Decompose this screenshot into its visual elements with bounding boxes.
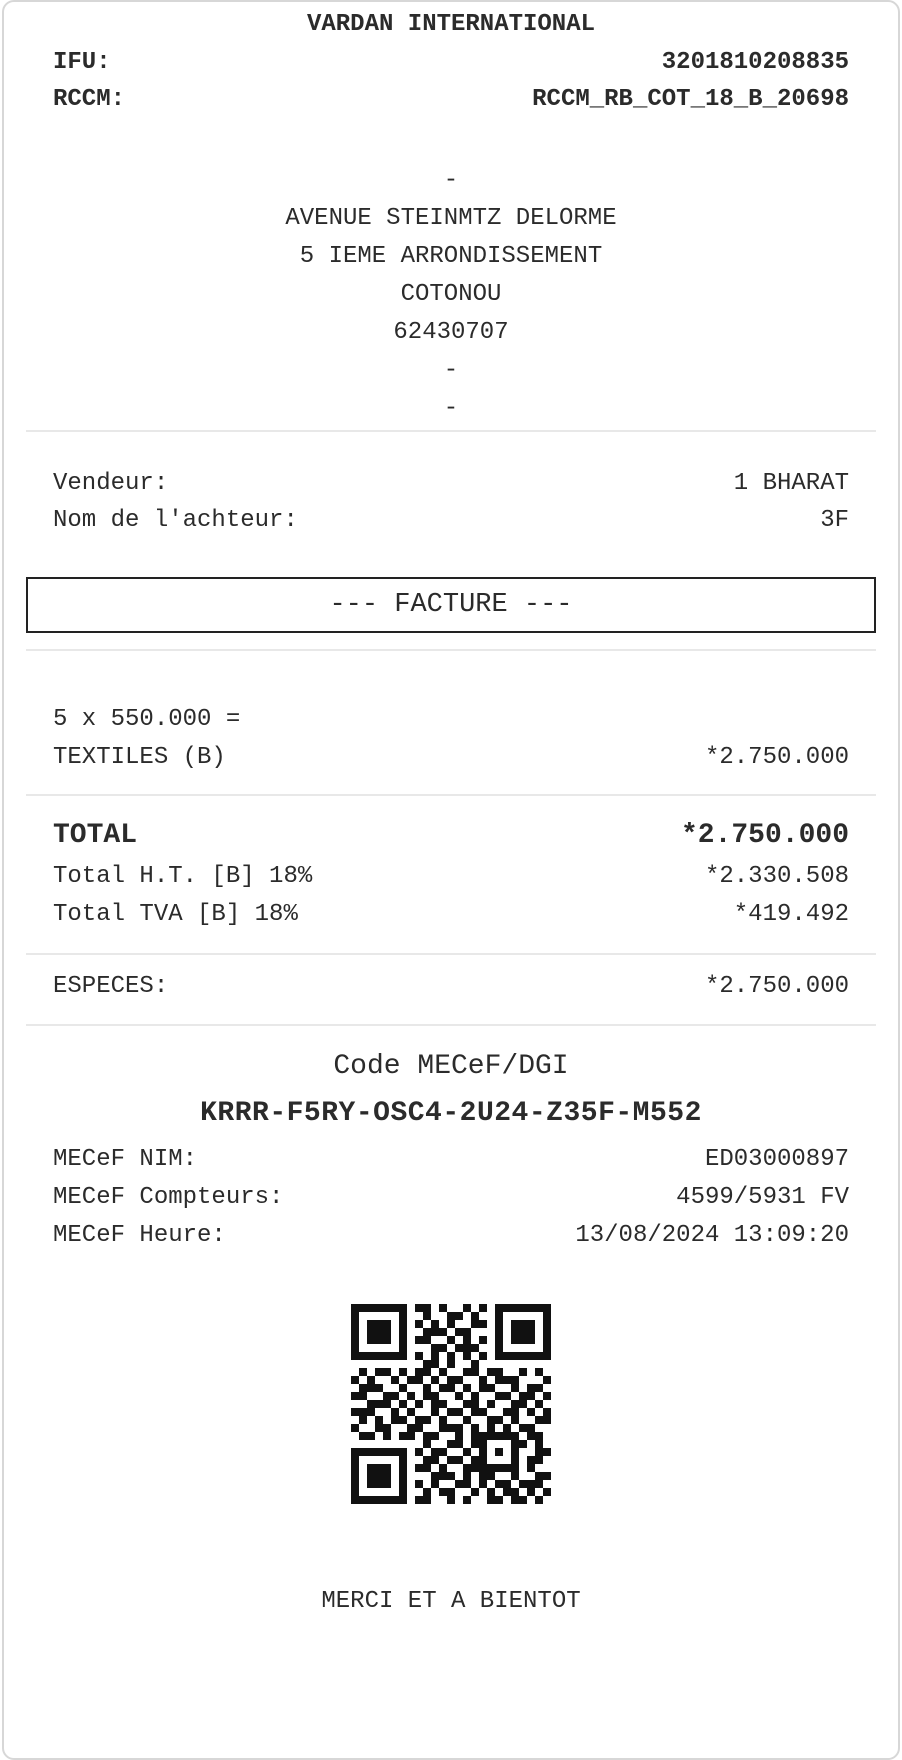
mecef-heure-value: 13/08/2024 13:09:20 xyxy=(575,1222,849,1249)
address-line: COTONOU xyxy=(400,281,502,308)
buyer-row: Nom de l'achteur: 3F xyxy=(53,502,849,539)
rccm-label: RCCM: xyxy=(53,86,126,113)
ifu-row: IFU: 3201810208835 xyxy=(53,44,849,81)
parties-block: Vendeur: 1 BHARAT Nom de l'achteur: 3F xyxy=(53,465,849,539)
divider xyxy=(26,794,876,796)
rccm-value: RCCM_RB_COT_18_B_20698 xyxy=(532,86,849,113)
divider xyxy=(26,430,876,432)
total-tva-row: Total TVA [B] 18% *419.492 xyxy=(53,896,849,934)
total-label: TOTAL xyxy=(53,820,138,851)
mecef-code: KRRR-F5RY-OSC4-2U24-Z35F-M552 xyxy=(200,1098,702,1129)
ifu-label: IFU: xyxy=(53,49,111,76)
facture-banner: --- FACTURE --- xyxy=(26,577,876,633)
item-row: TEXTILES (B) *2.750.000 xyxy=(53,739,849,777)
vendor-row: Vendeur: 1 BHARAT xyxy=(53,465,849,502)
vendor-label: Vendeur: xyxy=(53,470,169,497)
total-tva-value: *419.492 xyxy=(733,901,849,928)
divider xyxy=(26,953,876,955)
total-value: *2.750.000 xyxy=(680,820,849,851)
divider xyxy=(26,1024,876,1026)
address-line: 5 IEME ARRONDISSEMENT xyxy=(299,243,603,270)
address-line: - xyxy=(443,357,459,384)
mecef-title: Code MECeF/DGI xyxy=(333,1051,569,1082)
mecef-heure-label: MECeF Heure: xyxy=(53,1222,226,1249)
address-line: - xyxy=(443,167,459,194)
mecef-nim-value: ED03000897 xyxy=(704,1146,849,1173)
mecef-compteurs-label: MECeF Compteurs: xyxy=(53,1184,284,1211)
address-block: - AVENUE STEINMTZ DELORME 5 IEME ARRONDI… xyxy=(53,162,849,428)
ifu-value: 3201810208835 xyxy=(661,49,849,76)
total-ht-value: *2.330.508 xyxy=(704,863,849,890)
total-tva-label: Total TVA [B] 18% xyxy=(53,901,298,928)
buyer-label: Nom de l'achteur: xyxy=(53,507,298,534)
rccm-row: RCCM: RCCM_RB_COT_18_B_20698 xyxy=(53,81,849,118)
total-ht-label: Total H.T. [B] 18% xyxy=(53,863,313,890)
tax-breakdown: Total H.T. [B] 18% *2.330.508 Total TVA … xyxy=(53,858,849,934)
mecef-nim-label: MECeF NIM: xyxy=(53,1146,198,1173)
items-block: 5 x 550.000 = TEXTILES (B) *2.750.000 xyxy=(53,701,849,777)
mecef-compteurs-value: 4599/5931 FV xyxy=(676,1184,849,1211)
address-line: 62430707 xyxy=(393,319,509,346)
mecef-compteurs-row: MECeF Compteurs: 4599/5931 FV xyxy=(53,1179,849,1217)
qr-code xyxy=(351,1304,551,1504)
facture-banner-text: --- FACTURE --- xyxy=(329,590,573,620)
store-name: VARDAN INTERNATIONAL xyxy=(306,11,596,38)
buyer-value: 3F xyxy=(820,507,849,534)
divider xyxy=(26,649,876,651)
vendor-value: 1 BHARAT xyxy=(733,470,849,497)
item-amount: *2.750.000 xyxy=(704,744,849,771)
address-line: - xyxy=(443,395,459,422)
footer-message: MERCI ET A BIENTOT xyxy=(321,1588,581,1615)
payment-row: ESPECES: *2.750.000 xyxy=(53,968,849,1005)
payment-label: ESPECES: xyxy=(53,973,169,1000)
mecef-details: MECeF NIM: ED03000897 MECeF Compteurs: 4… xyxy=(53,1141,849,1255)
item-qty-line: 5 x 550.000 = xyxy=(53,706,241,733)
total-row: TOTAL *2.750.000 xyxy=(53,814,849,858)
item-name: TEXTILES (B) xyxy=(53,744,226,771)
mecef-nim-row: MECeF NIM: ED03000897 xyxy=(53,1141,849,1179)
mecef-heure-row: MECeF Heure: 13/08/2024 13:09:20 xyxy=(53,1217,849,1255)
total-ht-row: Total H.T. [B] 18% *2.330.508 xyxy=(53,858,849,896)
address-line: AVENUE STEINMTZ DELORME xyxy=(285,205,617,232)
payment-value: *2.750.000 xyxy=(704,973,849,1000)
